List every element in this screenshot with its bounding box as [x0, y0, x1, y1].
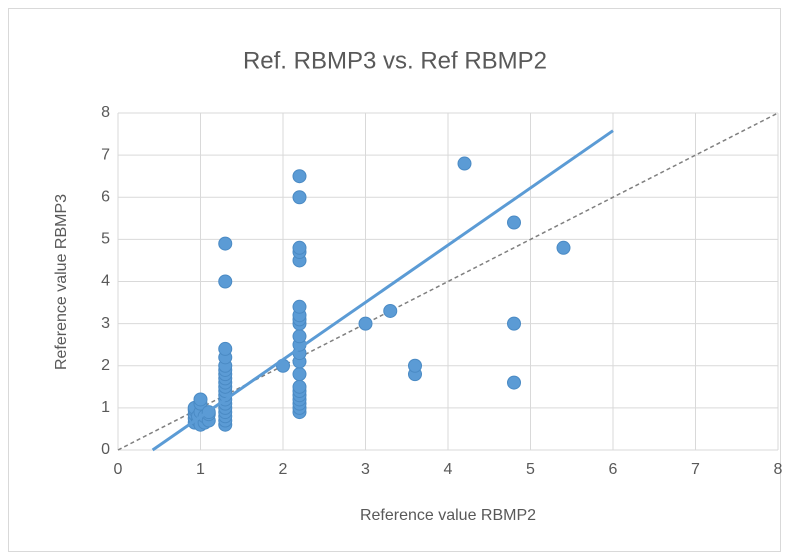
x-tick-label: 7: [691, 461, 700, 478]
y-tick-label: 2: [101, 357, 110, 374]
point: [218, 236, 233, 251]
y-tick-label: 4: [101, 273, 110, 290]
point: [358, 316, 373, 331]
y-tick-label: 3: [101, 315, 110, 332]
point: [292, 169, 307, 184]
y-tick-label: 5: [101, 231, 110, 248]
y-tick-label: 8: [101, 104, 110, 121]
y-axis-label: Reference value RBMP3: [53, 194, 70, 370]
y-tick-label: 7: [101, 146, 110, 163]
chart-title: Ref. RBMP3 vs. Ref RBMP2: [243, 47, 547, 74]
reference-line: [117, 112, 779, 451]
x-tick-label: 4: [444, 461, 453, 478]
point: [507, 316, 521, 331]
y-tick-label: 1: [101, 399, 110, 416]
x-axis-label: Reference value RBMP2: [360, 507, 536, 524]
point: [292, 367, 307, 382]
point: [292, 379, 307, 394]
x-tick-label: 3: [361, 461, 370, 478]
point: [507, 375, 521, 390]
point: [292, 240, 307, 255]
point: [292, 190, 307, 205]
point: [218, 274, 233, 289]
point: [292, 299, 307, 314]
point: [408, 358, 422, 373]
point: [218, 341, 233, 356]
x-tick-label: 1: [196, 461, 205, 478]
y-tick-label: 6: [101, 188, 110, 205]
point: [556, 240, 571, 255]
point: [507, 215, 521, 230]
y-tick-label: 0: [101, 441, 110, 458]
x-tick-label: 8: [774, 461, 783, 478]
x-tick-label: 6: [609, 461, 618, 478]
x-tick-label: 0: [114, 461, 123, 478]
point: [383, 303, 398, 318]
x-tick-label: 2: [279, 461, 288, 478]
chart-border: [8, 8, 781, 552]
trendline: [151, 129, 614, 452]
x-tick-label: 5: [526, 461, 535, 478]
point: [193, 392, 208, 407]
point: [457, 156, 472, 171]
point: [292, 329, 307, 344]
